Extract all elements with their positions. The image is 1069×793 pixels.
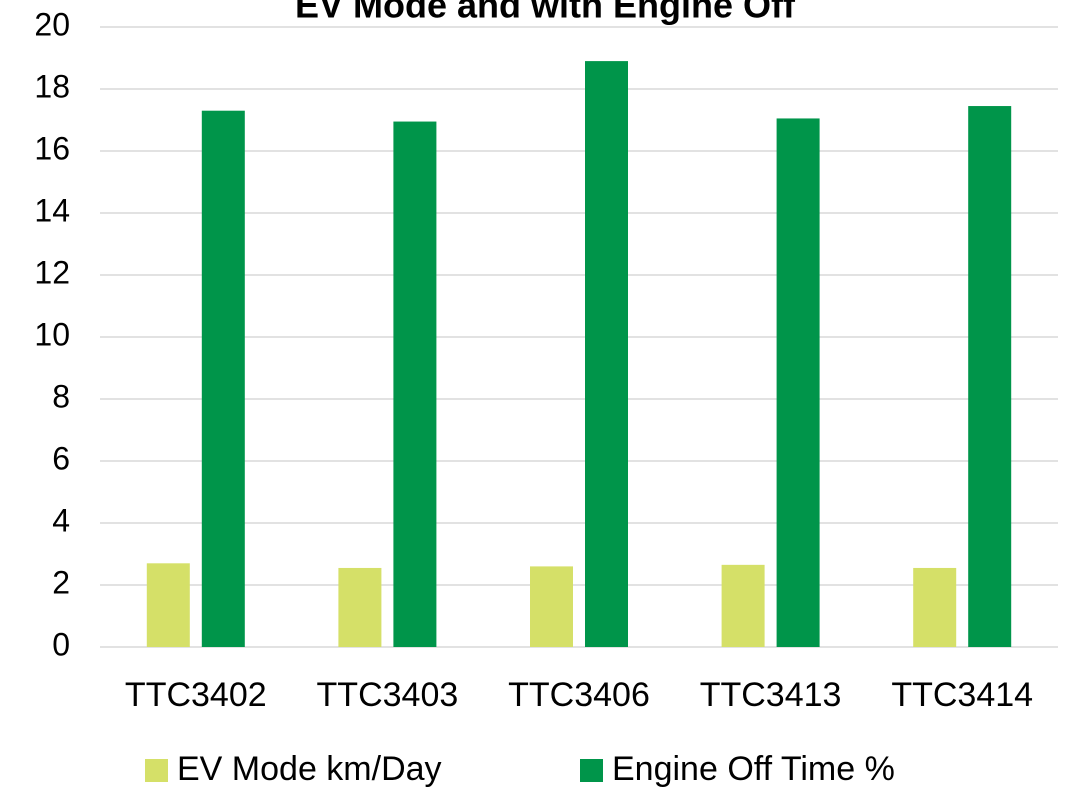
x-tick-label: TTC3403 (317, 676, 459, 714)
y-tick-label: 16 (34, 130, 70, 166)
y-tick-label: 20 (34, 6, 70, 42)
y-tick-label: 12 (34, 254, 70, 290)
legend-label: EV Mode km/Day (177, 750, 442, 788)
bar (530, 566, 573, 647)
x-tick-label: TTC3402 (125, 676, 267, 714)
bar (393, 121, 437, 648)
bar (338, 567, 382, 647)
chart-title: EV Mode and with Engine Off (295, 0, 796, 26)
x-tick-label: TTC3406 (508, 676, 650, 714)
x-tick-label: TTC3413 (700, 676, 842, 714)
bar (913, 567, 957, 647)
y-tick-label: 0 (52, 626, 70, 662)
legend-swatch (580, 759, 603, 782)
y-tick-label: 4 (52, 502, 70, 538)
bar (968, 106, 1012, 648)
bar (201, 110, 245, 647)
x-tick-label: TTC3414 (891, 676, 1033, 714)
bar (721, 564, 765, 647)
y-tick-label: 14 (34, 192, 70, 228)
y-tick-label: 18 (34, 68, 70, 104)
y-tick-label: 6 (52, 440, 70, 476)
legend-label: Engine Off Time % (612, 750, 895, 788)
bar (146, 563, 190, 647)
bar (776, 118, 820, 647)
legend-swatch (145, 759, 168, 782)
y-tick-label: 8 (52, 378, 70, 414)
y-tick-label: 2 (52, 564, 70, 600)
bar (585, 61, 628, 648)
y-tick-label: 10 (34, 316, 70, 352)
